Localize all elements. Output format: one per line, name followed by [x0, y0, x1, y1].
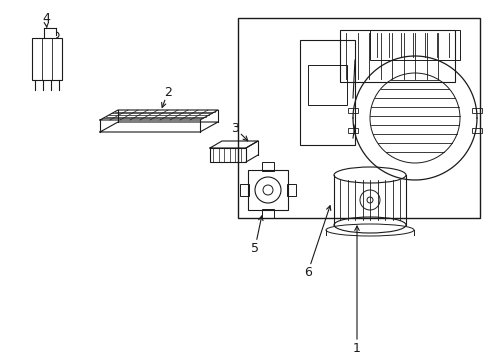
Bar — [286, 184, 295, 196]
Bar — [347, 108, 357, 113]
Bar — [32, 38, 62, 80]
Bar — [471, 128, 481, 133]
Bar — [471, 108, 481, 113]
Bar — [240, 184, 248, 196]
Text: 6: 6 — [304, 266, 311, 279]
Bar — [247, 170, 287, 210]
Bar — [299, 40, 354, 145]
Bar — [262, 162, 273, 171]
Bar — [339, 30, 454, 82]
Bar — [209, 148, 245, 162]
Bar — [347, 128, 357, 133]
Bar — [238, 18, 479, 218]
Text: 1: 1 — [352, 342, 360, 355]
Bar — [307, 65, 346, 105]
Text: 5: 5 — [250, 242, 259, 255]
Text: 2: 2 — [164, 85, 172, 99]
Bar — [262, 209, 273, 218]
Text: 4: 4 — [42, 12, 50, 24]
Bar — [369, 30, 459, 60]
Text: 3: 3 — [231, 122, 239, 135]
